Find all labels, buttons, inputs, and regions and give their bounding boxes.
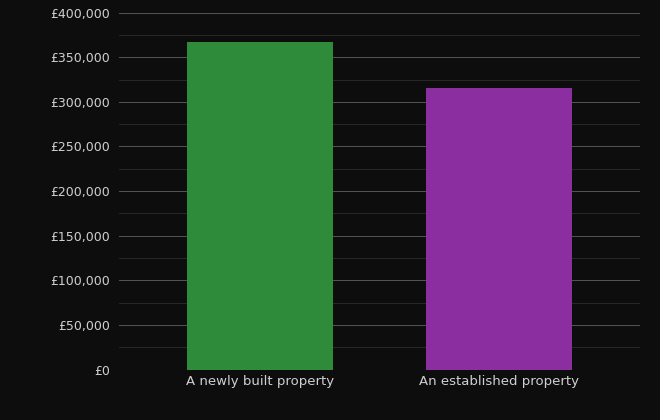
Bar	[187, 42, 333, 370]
Bar	[426, 89, 572, 370]
